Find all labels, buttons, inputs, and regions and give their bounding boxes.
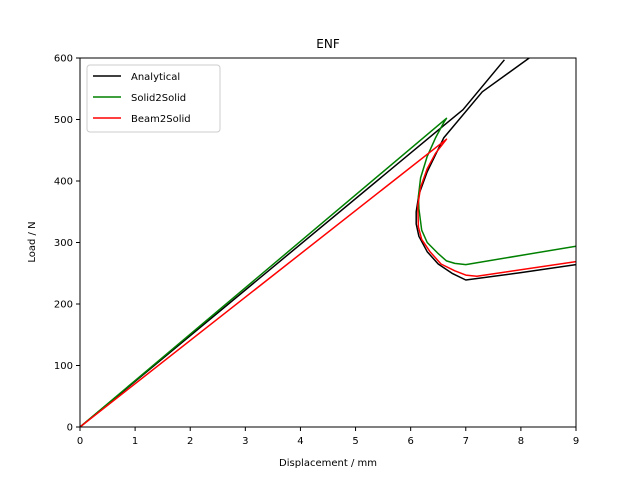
legend-label-beam2solid: Beam2Solid [131,114,191,125]
chart-title: ENF [316,37,340,51]
x-tick-label: 8 [518,436,524,447]
y-axis: 0 100 200 300 400 500 600 [54,54,80,434]
y-axis-label: Load / N [27,221,38,262]
legend-box [86,64,221,133]
y-tick-label: 500 [54,115,73,126]
x-tick-label: 1 [132,436,138,447]
series-line-beam2solid-0 [80,138,576,427]
plot-lines [80,58,576,427]
legend-label-solid2solid: Solid2Solid [131,93,186,104]
y-tick-label: 100 [54,361,73,372]
x-tick-label: 5 [352,436,358,447]
series-line-analytical-0 [80,59,505,427]
y-tick-label: 600 [54,54,73,65]
x-axis: 0 1 2 3 4 5 6 7 8 9 [77,427,579,447]
x-tick-label: 2 [187,436,193,447]
series-line-solid2solid-0 [80,117,576,427]
y-tick-label: 400 [54,177,73,188]
legend-label-analytical: Analytical [131,72,180,83]
x-tick-label: 4 [297,436,303,447]
x-axis-label: Displacement / mm [279,458,377,469]
x-tick-label: 3 [242,436,248,447]
y-tick-label: 200 [54,300,73,311]
legend: Analytical Solid2Solid Beam2Solid [86,64,221,133]
x-tick-label: 7 [463,436,469,447]
y-tick-label: 300 [54,238,73,249]
x-tick-label: 6 [407,436,413,447]
y-tick-label: 0 [67,423,73,434]
x-tick-label: 9 [573,436,579,447]
x-tick-label: 0 [77,436,83,447]
